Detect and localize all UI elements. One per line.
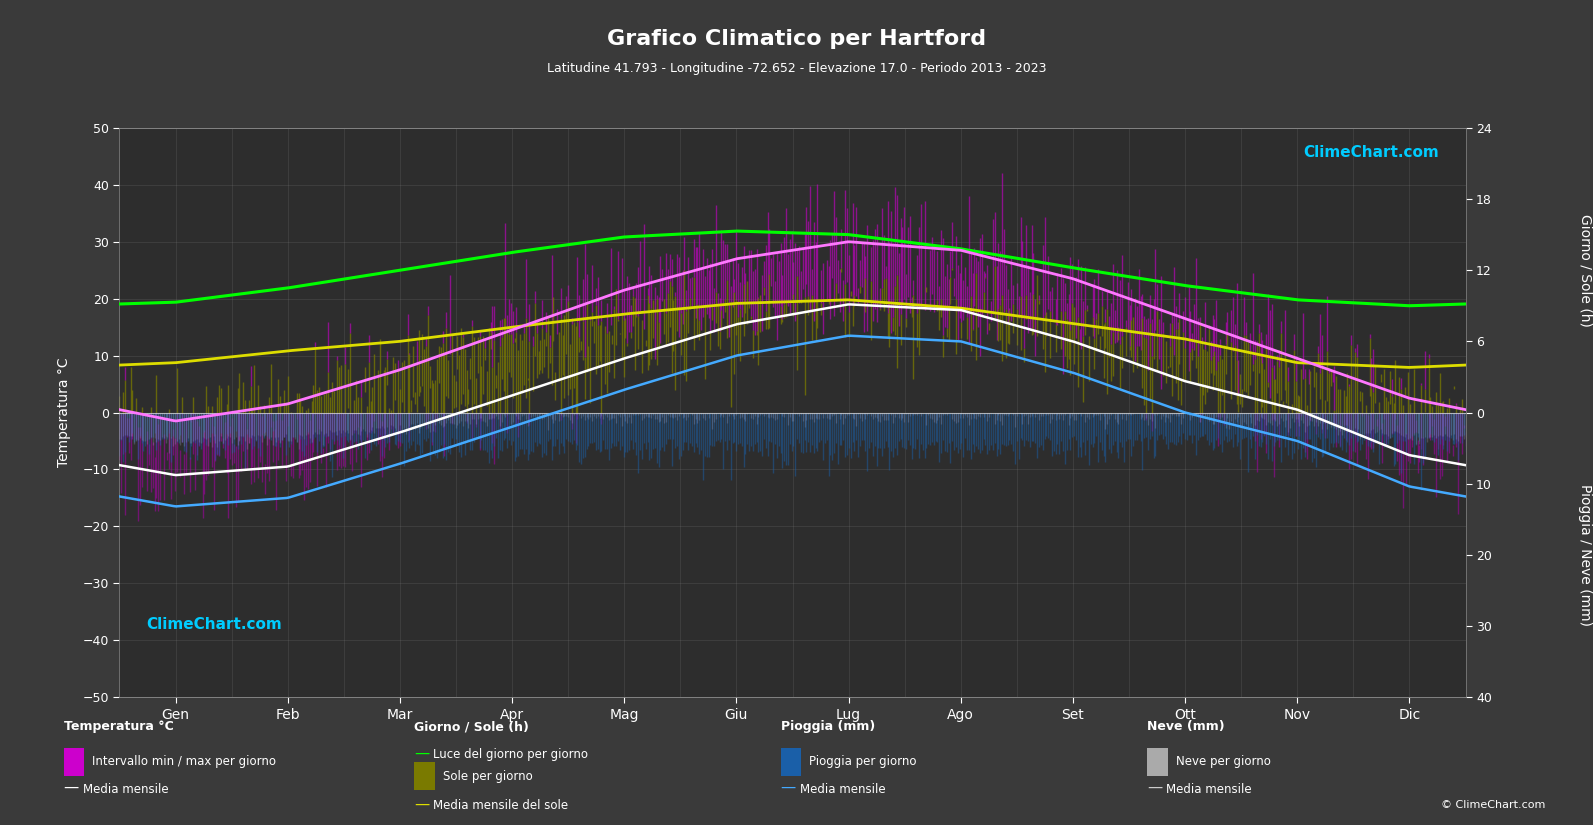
Text: —: — [1147,780,1163,795]
Text: Sole per giorno: Sole per giorno [443,770,532,783]
Text: © ClimeChart.com: © ClimeChart.com [1440,800,1545,810]
Text: ClimeChart.com: ClimeChart.com [1303,145,1438,160]
Text: —: — [414,745,430,761]
Text: Media mensile: Media mensile [1166,783,1252,796]
Text: Grafico Climatico per Hartford: Grafico Climatico per Hartford [607,29,986,49]
Text: Media mensile: Media mensile [800,783,886,796]
Text: —: — [64,780,80,795]
Text: Luce del giorno per giorno: Luce del giorno per giorno [433,748,588,761]
Text: Latitudine 41.793 - Longitudine -72.652 - Elevazione 17.0 - Periodo 2013 - 2023: Latitudine 41.793 - Longitudine -72.652 … [546,62,1047,75]
Text: Temperatura °C: Temperatura °C [64,720,174,733]
Text: —: — [414,796,430,812]
Text: Media mensile del sole: Media mensile del sole [433,799,569,813]
Text: Giorno / Sole (h): Giorno / Sole (h) [1579,214,1591,327]
Text: ClimeChart.com: ClimeChart.com [147,617,282,633]
Text: Neve (mm): Neve (mm) [1147,720,1225,733]
Text: Giorno / Sole (h): Giorno / Sole (h) [414,720,529,733]
Text: Pioggia (mm): Pioggia (mm) [781,720,875,733]
Text: Intervallo min / max per giorno: Intervallo min / max per giorno [92,755,277,768]
Text: —: — [781,780,796,795]
Y-axis label: Temperatura °C: Temperatura °C [57,358,72,467]
Text: Media mensile: Media mensile [83,783,169,796]
Text: Neve per giorno: Neve per giorno [1176,755,1271,768]
Text: Pioggia / Neve (mm): Pioggia / Neve (mm) [1579,483,1591,626]
Text: Pioggia per giorno: Pioggia per giorno [809,755,916,768]
